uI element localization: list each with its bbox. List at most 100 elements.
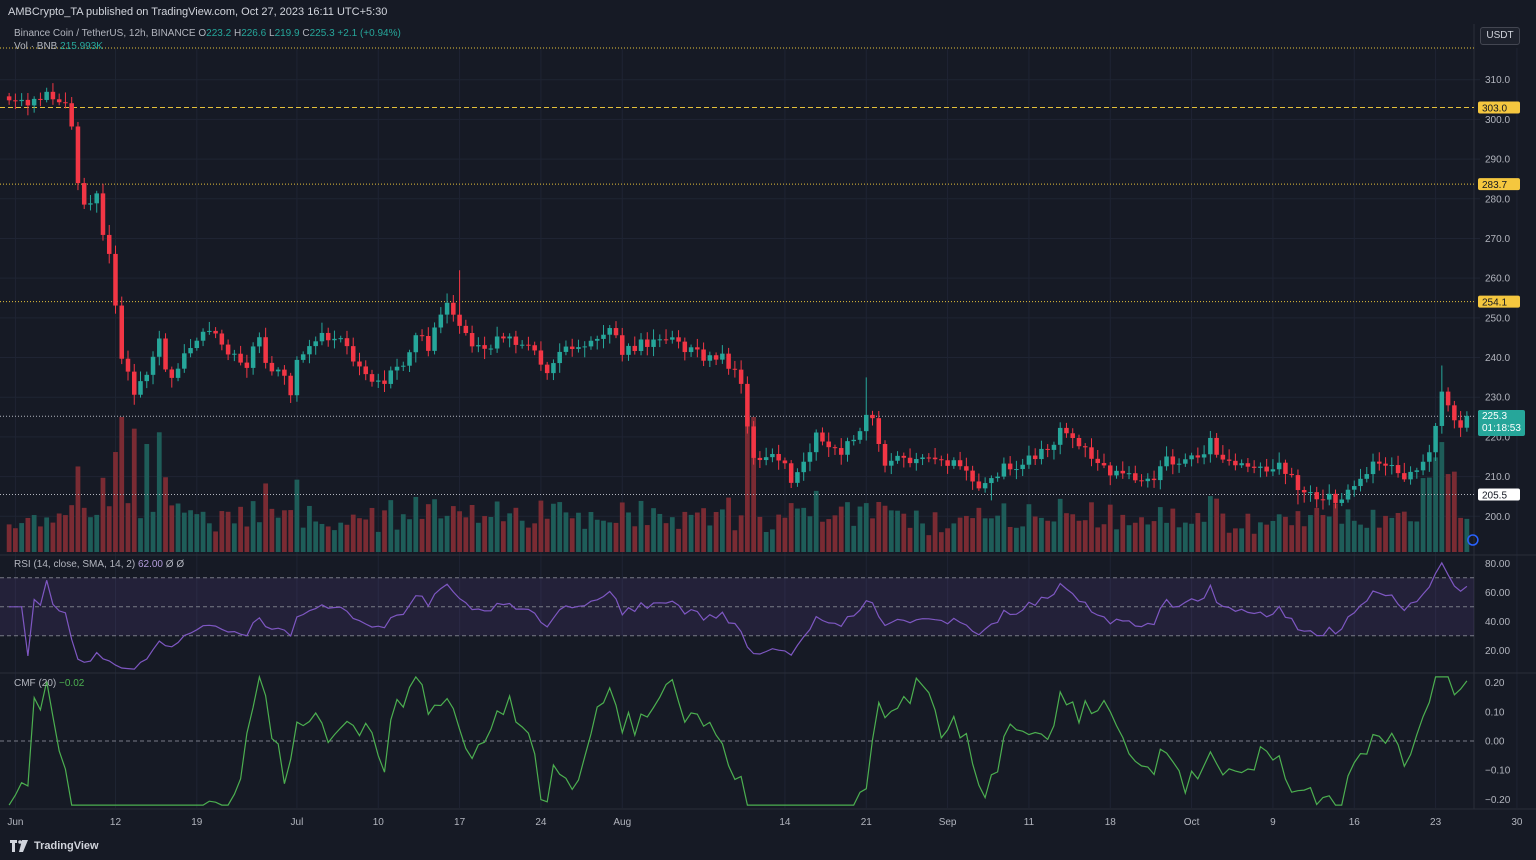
candle-body	[157, 338, 162, 357]
open-label: O	[198, 28, 207, 39]
candle-body	[1151, 478, 1157, 481]
level-label: 303.0	[1482, 104, 1507, 115]
candle-body	[970, 470, 975, 482]
volume-bar	[957, 517, 963, 552]
level-label-bg	[1478, 101, 1520, 114]
publish-bar: AMBCrypto_TA published on TradingView.co…	[0, 0, 1536, 24]
candle-body	[1264, 466, 1269, 472]
volume-bar	[1170, 508, 1176, 552]
volume-bar	[13, 528, 18, 552]
volume-bar	[932, 512, 938, 552]
candle-body	[982, 483, 988, 489]
candle-body	[6, 96, 12, 101]
volume-bar	[307, 505, 312, 552]
volume-bar	[1157, 507, 1163, 552]
candle-body	[175, 368, 181, 378]
candle-body	[451, 302, 456, 315]
candle-body	[1358, 478, 1363, 487]
volume-bar	[113, 452, 118, 552]
candle-body	[1176, 463, 1182, 465]
volume-bar	[676, 528, 681, 552]
volume-bar	[382, 510, 387, 552]
time-tick-label: Jun	[7, 817, 23, 828]
candle-body	[663, 339, 669, 341]
candle-body	[613, 328, 619, 336]
volume-bar	[350, 514, 356, 552]
volume-bar	[194, 514, 200, 552]
volume-bar	[726, 497, 731, 552]
volume-bar	[1057, 498, 1063, 552]
candle-body	[438, 314, 444, 328]
candle-body	[1220, 454, 1226, 460]
volume-bar	[920, 523, 925, 552]
candle-body	[1045, 448, 1050, 450]
candle-body	[1295, 475, 1301, 491]
candle-body	[207, 330, 212, 332]
cmf-legend: CMF (20) −0.02	[14, 678, 84, 689]
candle-body	[275, 369, 281, 372]
volume-label: Vol · BNB	[14, 41, 58, 52]
candle-body	[163, 338, 168, 370]
volume-bar	[551, 503, 556, 552]
volume-bar	[1314, 507, 1320, 552]
candle-body	[682, 341, 688, 353]
candle-body	[125, 358, 131, 372]
candle-body	[1139, 480, 1144, 482]
price-axis: 310.0 300.0 290.0 280.0 270.0 260.0 250.0 240.0…	[1485, 75, 1510, 523]
volume-bar	[694, 512, 700, 552]
candle-body	[369, 374, 375, 382]
candle-body	[388, 370, 394, 384]
price-tick-label: 310.0	[1485, 75, 1510, 86]
volume-bar	[807, 516, 813, 552]
cmf-tick-label: −0.20	[1485, 795, 1511, 806]
volume-bar	[632, 526, 638, 552]
volume-bar	[651, 508, 656, 552]
candle-body	[713, 355, 719, 360]
volume-bar	[1301, 526, 1307, 552]
level-label: 205.5	[1482, 490, 1507, 501]
candle-body	[69, 103, 74, 127]
candle-body	[100, 193, 106, 235]
candle-body	[413, 335, 419, 353]
candle-body	[444, 302, 450, 315]
candle-body	[382, 380, 387, 384]
last-price-tag: 225.3 01:18:53	[1478, 410, 1525, 436]
candle-body	[1226, 459, 1232, 461]
volume-bar	[970, 518, 975, 552]
candle-body	[332, 338, 337, 341]
volume-bar	[300, 527, 306, 552]
volume-bar	[1214, 498, 1219, 552]
volume-bar	[820, 521, 825, 552]
candle-body	[144, 374, 150, 382]
volume-bar	[1370, 509, 1376, 552]
candle-body	[1320, 499, 1326, 501]
symbol-legend: Binance Coin / TetherUS, 12h, BINANCE O2…	[14, 28, 401, 39]
volume-bar	[1345, 509, 1351, 552]
volume-bar	[1239, 528, 1245, 552]
candle-body	[325, 332, 331, 341]
candle-body	[651, 339, 656, 347]
volume-bar	[369, 507, 375, 552]
volume-bar	[94, 514, 100, 552]
volume-bar	[682, 511, 688, 552]
volume-bar	[1001, 503, 1007, 552]
candle-body	[1239, 463, 1244, 466]
currency-button[interactable]: USDT	[1480, 27, 1520, 45]
candle-body	[1089, 447, 1094, 459]
time-tick-label: 21	[861, 817, 873, 828]
volume-bar	[1358, 524, 1363, 552]
volume-bar	[319, 523, 325, 552]
volume-bar	[344, 524, 350, 552]
volume-bar	[1207, 496, 1213, 552]
volume-bar	[882, 505, 888, 552]
candle-body	[469, 333, 475, 347]
candle-body	[1370, 461, 1376, 475]
tradingview-logo[interactable]: TradingView	[10, 840, 99, 852]
candle-body	[1389, 465, 1395, 467]
candle-body	[63, 102, 68, 104]
candle-body	[244, 362, 250, 368]
rsi-tick-label: 60.00	[1485, 588, 1510, 599]
volume-bar	[1139, 517, 1144, 552]
volume-bar	[1320, 515, 1326, 552]
